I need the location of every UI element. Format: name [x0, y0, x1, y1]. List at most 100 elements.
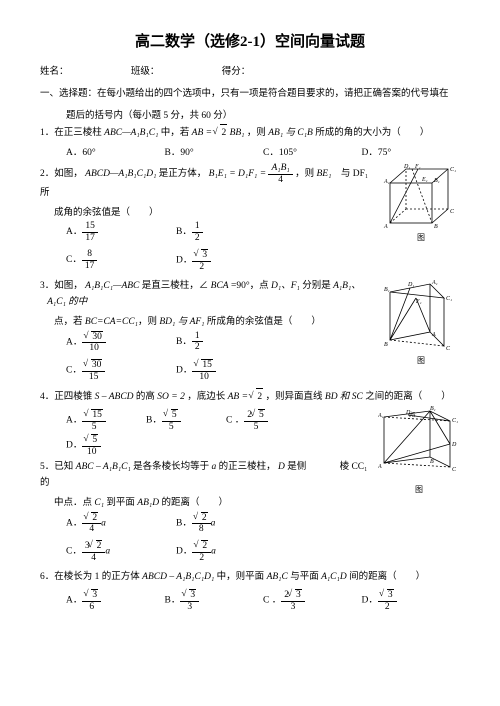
q4-options: A．155 B．55 C ．255 D．510	[40, 409, 372, 459]
svg-text:B₁: B₁	[384, 287, 390, 293]
q1-eq: AB =	[192, 128, 212, 138]
q1-opt-a: A．60°	[66, 145, 165, 161]
q4-sqrt: 2	[250, 388, 263, 405]
svg-text:A₁: A₁	[378, 413, 384, 419]
q2-body: ABCD—A₁B₁C₁D₁	[85, 169, 156, 179]
q4-opt-b: B．55	[146, 409, 226, 432]
q4-t3: ，底边长	[187, 392, 227, 402]
svg-text:D: D	[451, 442, 457, 448]
svg-text:C₁: C₁	[446, 296, 452, 302]
q1-text4: 所成的角的大小为（ ）	[315, 128, 429, 138]
svg-text:F₁: F₁	[415, 299, 422, 305]
q5-options: A．24a B．28a C．324a D．22a	[40, 512, 460, 570]
svg-text:C: C	[446, 346, 451, 352]
q3-opt-d: D．1510	[176, 359, 286, 382]
q2-be: BE₁	[316, 169, 331, 179]
q5-body: ABC – A₁B₁C₁	[76, 462, 131, 472]
q5-D: D	[278, 462, 285, 472]
question-6: 6．在棱长为 1 的正方体 ABCD – A₁B₁C₁D₁ 中，则平面 AB₁C…	[40, 569, 460, 585]
q1-ab1: AB₁ 与 C₁B	[268, 128, 313, 138]
q1-text3: ，则	[247, 128, 268, 138]
q3-t3: =90°，点	[231, 281, 271, 291]
q4-opt-d: D．510	[66, 434, 146, 457]
q2-eq: B₁E₁ = D₁F₁ =	[209, 169, 266, 179]
q2-t1: 2．如图，	[40, 169, 83, 179]
q2-fig-label: 图	[382, 231, 460, 245]
q5-opt-d: D．22a	[176, 540, 286, 563]
page-title: 高二数学（选修2-1）空间向量试题	[40, 30, 460, 56]
q2-t3: ，则	[295, 169, 316, 179]
prism-icon: B₁D₁A₁ C₁F₁ BAC	[382, 278, 460, 354]
q5-t2: 是各条棱长均等于	[133, 462, 211, 472]
q4-t2: 的高	[136, 392, 157, 402]
q6-opt-a: A．36	[66, 589, 165, 612]
svg-text:F₁: F₁	[414, 164, 421, 170]
q4-opt-c: C ．255	[226, 409, 306, 432]
q1-opt-c: C．105°	[263, 145, 362, 161]
svg-text:C₁: C₁	[450, 167, 456, 173]
svg-text:B: B	[384, 342, 388, 348]
q5-figure: A₁B₁C₁ D₁D ABC √5 图	[378, 405, 460, 497]
q3-opt-a: A．3010	[66, 331, 176, 354]
svg-text:B: B	[430, 459, 434, 465]
q5-line2: 中点．点 C₁ 到平面 AB₁D 的距离（ ）	[40, 495, 460, 511]
section-intro-1: 一、选择题：在每小题给出的四个选项中，只有一项是符合题目要求的，请把正确答案的代…	[40, 86, 460, 102]
q5-opt-c: C．324a	[66, 540, 176, 563]
q2-opt-d: D．32	[176, 249, 286, 272]
q6-options: A．36 B．33 C ．233 D．32	[40, 589, 460, 614]
q3-t4: 分别是	[302, 281, 333, 291]
q6-t2: 中，则平面	[217, 572, 267, 582]
svg-text:C₁: C₁	[452, 418, 458, 424]
question-4: 4．正四棱锥 S – ABCD 的高 SO = 2 ，底边长 AB = 2 ，则…	[40, 388, 460, 405]
q1-text: 1．在正三棱柱	[40, 128, 104, 138]
svg-text:E₁: E₁	[421, 177, 428, 183]
q1-bb: BB₁	[230, 128, 245, 138]
name-label: 姓名：	[40, 67, 69, 77]
score-label: 得分：	[222, 67, 251, 77]
q1-opt-b: B．90°	[165, 145, 264, 161]
q6-t1: 6．在棱长为 1 的正方体	[40, 572, 142, 582]
header-line: 姓名： 班级： 得分：	[40, 64, 460, 80]
svg-text:√5: √5	[408, 411, 416, 419]
svg-text:B: B	[434, 224, 438, 230]
svg-text:B₁: B₁	[430, 406, 436, 412]
q2-figure: A₁D₁F₁ B₁C₁E₁ ABC 图	[382, 163, 460, 245]
q2-frac: A₁B₁4	[268, 163, 292, 185]
svg-text:C: C	[450, 209, 455, 215]
q3-fig-label: 图	[382, 354, 460, 368]
q6-t4: 间的距离（ ）	[349, 572, 425, 582]
q5-a: a	[212, 462, 217, 472]
q6-t3: 与平面	[290, 572, 321, 582]
svg-text:D₁: D₁	[403, 164, 410, 170]
prism2-icon: A₁B₁C₁ D₁D ABC √5	[378, 405, 460, 483]
q3-t5: A₁C₁ 的中	[47, 297, 87, 307]
q1-sqrt: 2	[214, 124, 227, 141]
q5-fig-label: 图	[378, 483, 460, 497]
q6-opt-d: D．32	[362, 589, 461, 612]
svg-text:A: A	[378, 464, 382, 470]
svg-text:A₁: A₁	[431, 280, 438, 286]
q2-opt-a: A．1517	[66, 221, 176, 243]
q6-p2: A₁C₁D	[321, 572, 347, 582]
cube-icon: A₁D₁F₁ B₁C₁E₁ ABC	[382, 163, 460, 231]
svg-text:D₁: D₁	[407, 282, 414, 288]
q6-p1: AB₁C	[267, 572, 288, 582]
q2-t2: 是正方体，	[159, 169, 207, 179]
q3-ab: A₁B₁、	[333, 281, 361, 291]
class-label: 班级：	[131, 67, 160, 77]
q5-opt-b: B．28a	[176, 512, 286, 535]
svg-text:A: A	[383, 224, 388, 230]
q1-text2: 中，若	[161, 128, 192, 138]
q6-opt-b: B．33	[165, 589, 264, 612]
q6-body: ABCD – A₁B₁C₁D₁	[142, 572, 214, 582]
q4-ab: AB =	[228, 392, 248, 402]
q3-t2: 是直三棱柱，∠	[142, 281, 209, 291]
q4-t4: ，则异面直线	[266, 392, 325, 402]
q4-t1: 4．正四棱锥	[40, 392, 95, 402]
q4-opt-a: A．155	[66, 409, 146, 432]
q4-so: SO = 2	[157, 392, 185, 402]
section-intro-2: 题后的括号内（每小题 5 分，共 60 分）	[40, 108, 460, 124]
q5-t1: 5．已知	[40, 462, 76, 472]
q3-opt-c: C．3015	[66, 359, 176, 382]
q4-body: S – ABCD	[95, 392, 134, 402]
